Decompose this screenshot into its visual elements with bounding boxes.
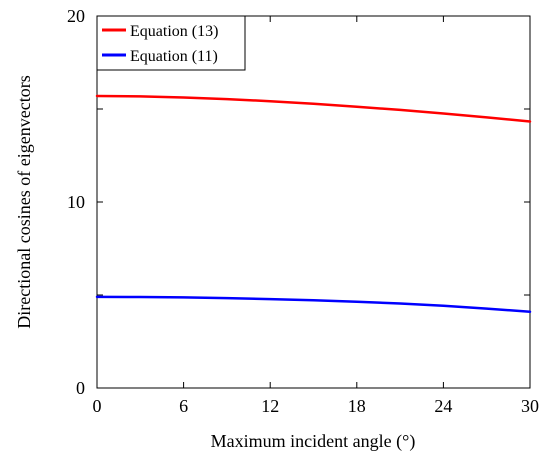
x-tick-label: 24 <box>434 396 452 416</box>
series-lines <box>95 94 532 313</box>
x-tick-label: 6 <box>179 396 188 416</box>
series-line-equation-13 <box>95 94 532 123</box>
legend-label-equation-11: Equation (11) <box>130 48 218 65</box>
y-tick-label: 20 <box>67 6 85 26</box>
plot-frame <box>96 15 531 389</box>
legend-label-equation-13: Equation (13) <box>130 23 218 40</box>
y-tick-label: 0 <box>76 378 85 398</box>
series-line-equation-11 <box>95 295 532 313</box>
x-axis-label: Maximum incident angle (°) <box>211 431 416 452</box>
y-axis-label: Directional cosines of eigenvectors <box>14 75 34 328</box>
legend-box <box>96 15 246 71</box>
x-tick-label: 30 <box>521 396 539 416</box>
x-tick-label: 12 <box>261 396 279 416</box>
x-tick-label: 0 <box>93 396 102 416</box>
axis-ticks: 0 6 12 18 24 30 0 10 20 <box>67 6 539 416</box>
legend: Equation (13) Equation (11) <box>96 15 246 71</box>
y-tick-label: 10 <box>67 192 85 212</box>
x-tick-label: 18 <box>348 396 366 416</box>
